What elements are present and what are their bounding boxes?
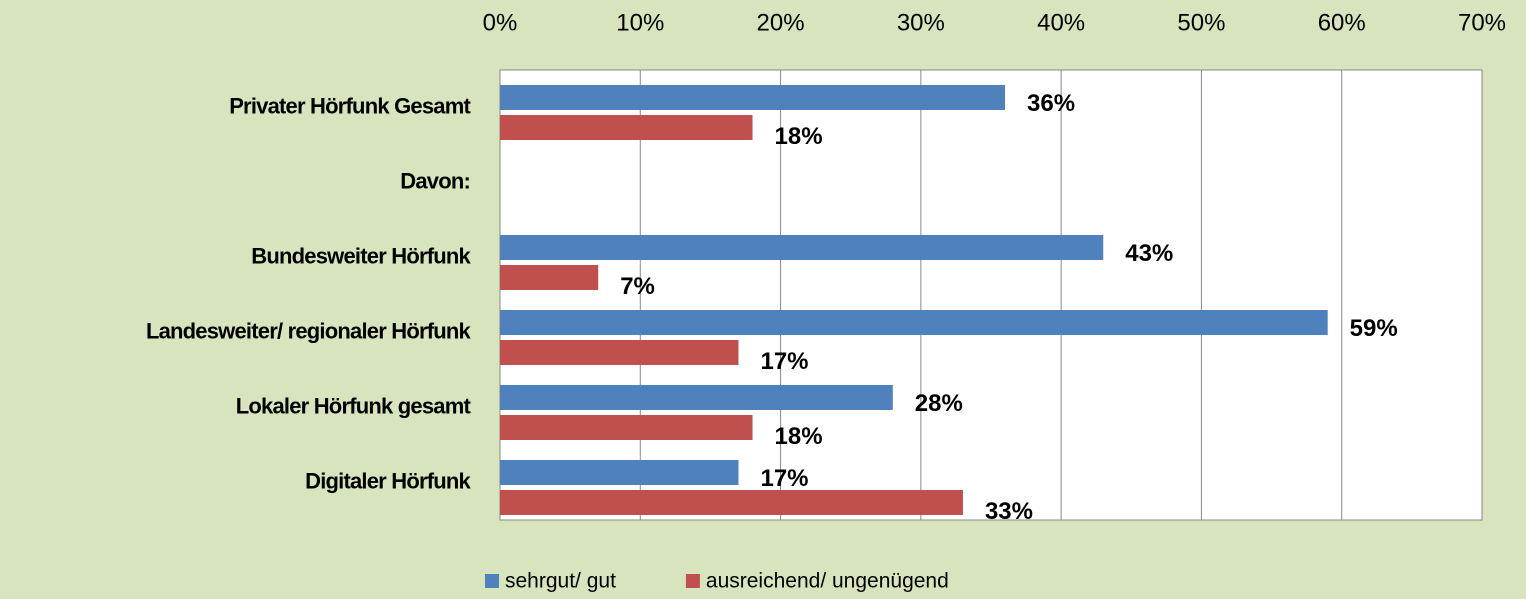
- x-tick-label: 40%: [1037, 9, 1085, 36]
- category-label: Landesweiter/ regionaler Hörfunk: [146, 318, 472, 343]
- bar: [500, 490, 963, 515]
- data-label: 28%: [915, 390, 963, 417]
- bar: [500, 235, 1104, 260]
- bar: [500, 265, 599, 290]
- data-label: 43%: [1125, 240, 1173, 267]
- bar: [500, 460, 739, 485]
- data-label: 18%: [775, 423, 823, 450]
- x-tick-label: 10%: [616, 9, 664, 36]
- x-tick-label: 20%: [757, 9, 805, 36]
- data-label: 36%: [1027, 90, 1075, 117]
- x-tick-label: 0%: [483, 9, 518, 36]
- data-label: 33%: [985, 498, 1033, 525]
- category-label: Bundesweiter Hörfunk: [251, 243, 471, 268]
- bar: [500, 85, 1006, 110]
- data-label: 17%: [760, 348, 808, 375]
- category-label: Lokaler Hörfunk gesamt: [236, 393, 472, 418]
- bar: [500, 340, 739, 365]
- category-label: Privater Hörfunk Gesamt: [229, 93, 471, 118]
- bar: [500, 115, 753, 140]
- data-label: 18%: [775, 123, 823, 150]
- bar: [500, 310, 1328, 335]
- legend-label: ausreichend/ ungenügend: [706, 570, 949, 593]
- x-tick-label: 70%: [1458, 9, 1506, 36]
- bar: [500, 415, 753, 440]
- data-label: 59%: [1350, 315, 1398, 342]
- legend-label: sehrgut/ gut: [505, 570, 616, 593]
- category-label: Davon:: [400, 168, 470, 193]
- legend-swatch: [685, 574, 700, 588]
- category-label: Digitaler Hörfunk: [305, 468, 471, 493]
- x-tick-label: 30%: [897, 9, 945, 36]
- plot-area: [499, 69, 1483, 521]
- bar: [500, 385, 893, 410]
- data-label: 17%: [760, 465, 808, 492]
- x-tick-label: 50%: [1177, 9, 1225, 36]
- legend-swatch: [485, 574, 499, 588]
- x-tick-label: 60%: [1318, 9, 1366, 36]
- data-label: 7%: [620, 273, 655, 300]
